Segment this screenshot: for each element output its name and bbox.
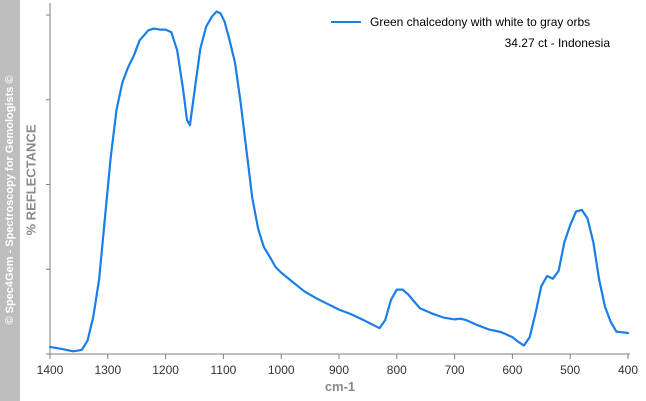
x-tick-label: 1400 xyxy=(37,363,64,377)
watermark-band xyxy=(0,0,20,401)
x-tick-label: 400 xyxy=(618,363,638,377)
legend-subtitle: 34.27 ct - Indonesia xyxy=(505,36,611,50)
x-tick-label: 1000 xyxy=(268,363,295,377)
x-tick-label: 900 xyxy=(329,363,349,377)
x-axis-label: cm-1 xyxy=(325,379,355,394)
legend-series-name: Green chalcedony with white to gray orbs xyxy=(370,15,590,29)
x-tick-label: 1200 xyxy=(152,363,179,377)
y-ticks xyxy=(46,14,50,355)
x-tick-label: 800 xyxy=(387,363,407,377)
x-ticks: 1400 1300 1200 1100 1000 900 800 700 600 500 400 xyxy=(37,354,638,377)
x-tick-label: 600 xyxy=(502,363,522,377)
axes: 1400 1300 1200 1100 1000 900 800 700 600 500 400 xyxy=(37,3,638,377)
legend: Green chalcedony with white to gray orbs… xyxy=(331,15,610,50)
series-line-0 xyxy=(48,10,630,353)
x-tick-label: 1300 xyxy=(94,363,121,377)
x-tick-label: 1100 xyxy=(210,363,236,377)
x-tick-label: 700 xyxy=(445,363,465,377)
series-layer xyxy=(48,10,630,353)
x-tick-label: 500 xyxy=(560,363,580,377)
